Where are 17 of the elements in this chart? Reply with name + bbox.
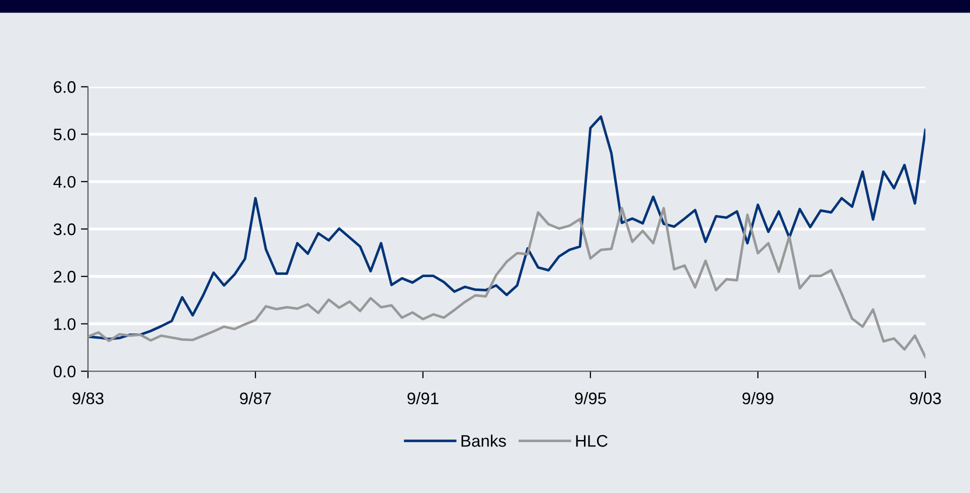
y-tick-label: 0.0 xyxy=(54,366,76,378)
x-tick-label: 9/95 xyxy=(574,392,606,404)
x-tick-label: 9/03 xyxy=(910,392,941,404)
y-tick-label: 5.0 xyxy=(54,128,76,140)
line-series xyxy=(88,115,926,340)
x-tick-label: 9/99 xyxy=(742,392,774,404)
x-tick-label: 9/91 xyxy=(408,392,438,404)
y-tick-label: 4.0 xyxy=(53,176,76,188)
line-series xyxy=(88,206,926,358)
y-tick-label: 3.0 xyxy=(54,223,76,236)
x-tick-label: 9/83 xyxy=(72,392,104,404)
legend-label: Banks xyxy=(462,434,506,447)
y-tick-label: 6.0 xyxy=(54,81,76,93)
legend-label: HLC xyxy=(576,435,608,447)
y-tick-label: 1.0 xyxy=(54,318,76,330)
x-tick-label: 9/87 xyxy=(240,392,271,404)
y-tick-label: 2.0 xyxy=(54,270,76,283)
